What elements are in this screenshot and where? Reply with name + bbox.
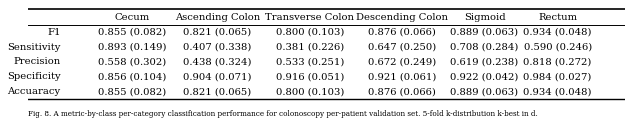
- Text: 0.856 (0.104): 0.856 (0.104): [98, 72, 166, 81]
- Text: 0.672 (0.249): 0.672 (0.249): [368, 58, 436, 66]
- Text: 0.438 (0.324): 0.438 (0.324): [183, 58, 252, 66]
- Text: Descending Colon: Descending Colon: [356, 13, 449, 22]
- Text: Accuaracy: Accuaracy: [8, 87, 61, 96]
- Text: F1: F1: [47, 28, 61, 37]
- Text: 0.855 (0.082): 0.855 (0.082): [98, 28, 166, 37]
- Text: Rectum: Rectum: [538, 13, 577, 22]
- Text: 0.818 (0.272): 0.818 (0.272): [524, 58, 592, 66]
- Text: 0.889 (0.063): 0.889 (0.063): [451, 28, 518, 37]
- Text: 0.407 (0.338): 0.407 (0.338): [183, 43, 252, 52]
- Text: 0.821 (0.065): 0.821 (0.065): [183, 28, 252, 37]
- Text: 0.381 (0.226): 0.381 (0.226): [276, 43, 344, 52]
- Text: 0.619 (0.238): 0.619 (0.238): [451, 58, 518, 66]
- Text: 0.922 (0.042): 0.922 (0.042): [451, 72, 519, 81]
- Text: Fig. 8. A metric-by-class per-category classification performance for colonoscop: Fig. 8. A metric-by-class per-category c…: [28, 110, 538, 118]
- Text: 0.934 (0.048): 0.934 (0.048): [524, 87, 592, 96]
- Text: 0.984 (0.027): 0.984 (0.027): [524, 72, 592, 81]
- Text: 0.533 (0.251): 0.533 (0.251): [276, 58, 344, 66]
- Text: 0.916 (0.051): 0.916 (0.051): [276, 72, 344, 81]
- Text: 0.904 (0.071): 0.904 (0.071): [183, 72, 252, 81]
- Text: Cecum: Cecum: [115, 13, 150, 22]
- Text: 0.708 (0.284): 0.708 (0.284): [451, 43, 519, 52]
- Text: Precision: Precision: [13, 58, 61, 66]
- Text: Sigmoid: Sigmoid: [464, 13, 506, 22]
- Text: 0.800 (0.103): 0.800 (0.103): [276, 28, 344, 37]
- Text: Specificity: Specificity: [7, 72, 61, 81]
- Text: 0.821 (0.065): 0.821 (0.065): [183, 87, 252, 96]
- Text: 0.855 (0.082): 0.855 (0.082): [98, 87, 166, 96]
- Text: Sensitivity: Sensitivity: [7, 43, 61, 52]
- Text: 0.876 (0.066): 0.876 (0.066): [369, 87, 436, 96]
- Text: 0.800 (0.103): 0.800 (0.103): [276, 87, 344, 96]
- Text: 0.647 (0.250): 0.647 (0.250): [368, 43, 436, 52]
- Text: 0.590 (0.246): 0.590 (0.246): [524, 43, 592, 52]
- Text: 0.893 (0.149): 0.893 (0.149): [98, 43, 166, 52]
- Text: 0.876 (0.066): 0.876 (0.066): [369, 28, 436, 37]
- Text: Ascending Colon: Ascending Colon: [175, 13, 260, 22]
- Text: 0.921 (0.061): 0.921 (0.061): [368, 72, 436, 81]
- Text: 0.558 (0.302): 0.558 (0.302): [98, 58, 166, 66]
- Text: 0.889 (0.063): 0.889 (0.063): [451, 87, 518, 96]
- Text: Transverse Colon: Transverse Colon: [266, 13, 355, 22]
- Text: 0.934 (0.048): 0.934 (0.048): [524, 28, 592, 37]
